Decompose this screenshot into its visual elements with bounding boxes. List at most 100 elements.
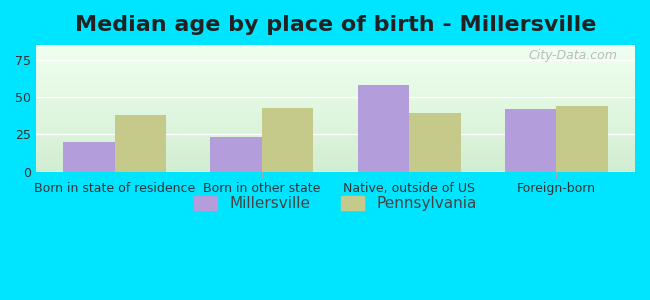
Bar <box>36 131 635 132</box>
Bar <box>36 61 635 63</box>
Title: Median age by place of birth - Millersville: Median age by place of birth - Millersvi… <box>75 15 596 35</box>
Bar <box>36 93 635 94</box>
Bar <box>36 128 635 130</box>
Bar <box>36 70 635 71</box>
Bar <box>36 98 635 99</box>
Bar <box>63 142 114 172</box>
Bar <box>36 137 635 139</box>
Bar <box>36 150 635 151</box>
Bar <box>36 71 635 73</box>
Bar <box>36 106 635 107</box>
Bar <box>36 124 635 125</box>
Bar <box>36 121 635 122</box>
Bar <box>36 148 635 149</box>
Bar <box>36 51 635 52</box>
Bar <box>36 91 635 92</box>
Bar <box>36 130 635 131</box>
Bar <box>36 125 635 126</box>
Bar <box>36 88 635 89</box>
Bar <box>36 99 635 101</box>
Bar <box>36 116 635 117</box>
Bar <box>36 168 635 169</box>
Bar <box>36 170 635 172</box>
Bar <box>36 134 635 135</box>
Bar <box>36 54 635 55</box>
Legend: Millersville, Pennsylvania: Millersville, Pennsylvania <box>188 190 483 217</box>
Bar <box>36 155 635 156</box>
Bar <box>358 85 409 172</box>
Bar <box>36 101 635 102</box>
Bar <box>36 47 635 49</box>
Bar <box>36 111 635 112</box>
Bar <box>36 144 635 145</box>
Bar <box>36 60 635 61</box>
Bar <box>36 164 635 165</box>
Bar <box>36 73 635 74</box>
Bar <box>36 108 635 110</box>
Bar <box>36 112 635 113</box>
Bar <box>36 76 635 78</box>
Bar <box>36 87 635 88</box>
Bar <box>36 80 635 82</box>
Bar <box>36 113 635 115</box>
Bar <box>36 75 635 76</box>
Bar <box>556 106 608 172</box>
Bar <box>36 115 635 116</box>
Bar <box>36 74 635 75</box>
Bar <box>36 78 635 79</box>
Bar <box>36 127 635 128</box>
Bar <box>114 115 166 172</box>
Bar <box>36 94 635 96</box>
Bar <box>36 58 635 59</box>
Bar <box>262 107 313 172</box>
Bar <box>36 107 635 108</box>
Bar <box>36 79 635 80</box>
Bar <box>36 83 635 84</box>
Bar <box>36 153 635 154</box>
Bar <box>36 139 635 140</box>
Bar <box>36 146 635 148</box>
Bar <box>36 117 635 118</box>
Bar <box>36 142 635 144</box>
Bar <box>36 140 635 141</box>
Bar <box>36 132 635 134</box>
Bar <box>36 161 635 163</box>
Bar <box>36 97 635 98</box>
Bar <box>36 68 635 69</box>
Bar <box>36 45 635 46</box>
Bar <box>36 135 635 136</box>
Bar <box>36 49 635 50</box>
Bar <box>36 96 635 97</box>
Bar <box>36 141 635 142</box>
Bar <box>36 118 635 120</box>
Bar <box>36 104 635 106</box>
Bar <box>36 154 635 155</box>
Bar <box>36 165 635 166</box>
Bar <box>36 126 635 127</box>
Bar <box>36 82 635 83</box>
Bar <box>36 50 635 51</box>
Bar <box>36 66 635 68</box>
Bar <box>36 120 635 121</box>
Bar <box>36 167 635 168</box>
Bar <box>504 109 556 172</box>
Bar <box>36 156 635 158</box>
Bar <box>36 169 635 170</box>
Bar <box>409 113 461 172</box>
Bar <box>36 85 635 87</box>
Bar <box>211 137 262 172</box>
Bar <box>36 136 635 137</box>
Bar <box>36 160 635 161</box>
Bar <box>36 103 635 104</box>
Bar <box>36 158 635 159</box>
Bar <box>36 102 635 103</box>
Bar <box>36 52 635 54</box>
Bar <box>36 145 635 146</box>
Bar <box>36 63 635 64</box>
Bar <box>36 92 635 93</box>
Bar <box>36 56 635 58</box>
Bar <box>36 110 635 111</box>
Bar <box>36 65 635 66</box>
Bar <box>36 151 635 153</box>
Bar <box>36 46 635 47</box>
